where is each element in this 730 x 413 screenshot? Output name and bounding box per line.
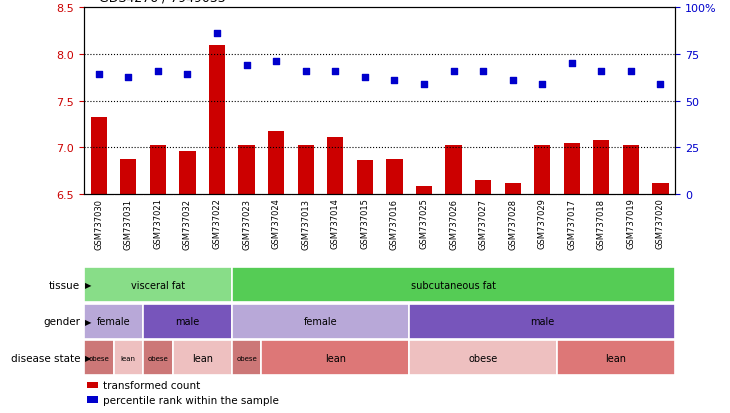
- Point: [359, 75, 371, 81]
- Point: [566, 61, 577, 67]
- Text: ▶: ▶: [85, 280, 92, 290]
- Bar: [386, 159, 402, 195]
- Bar: [239, 146, 255, 195]
- Text: GSM737018: GSM737018: [597, 198, 606, 249]
- Point: [241, 63, 253, 69]
- Text: obese: obese: [147, 355, 168, 361]
- Text: GSM737032: GSM737032: [183, 198, 192, 249]
- Bar: [231, 304, 409, 339]
- Bar: [150, 146, 166, 195]
- Bar: [409, 304, 675, 339]
- Bar: [557, 340, 675, 375]
- Text: GSM737029: GSM737029: [538, 198, 547, 249]
- Text: male: male: [175, 316, 199, 326]
- Text: GSM737022: GSM737022: [212, 198, 221, 249]
- Text: GSM737021: GSM737021: [153, 198, 162, 249]
- Bar: [91, 118, 107, 195]
- Text: transformed count: transformed count: [104, 380, 201, 390]
- Text: GSM737015: GSM737015: [361, 198, 369, 249]
- Bar: [120, 159, 137, 195]
- Bar: [357, 161, 373, 195]
- Point: [537, 81, 548, 88]
- Point: [477, 68, 489, 75]
- Text: GSM737025: GSM737025: [420, 198, 429, 249]
- Bar: [84, 268, 231, 302]
- Bar: [88, 396, 98, 403]
- Text: GSM737016: GSM737016: [390, 198, 399, 249]
- Bar: [298, 146, 314, 195]
- Text: lean: lean: [325, 353, 346, 363]
- Point: [388, 78, 400, 84]
- Text: lean: lean: [120, 355, 136, 361]
- Text: GSM737028: GSM737028: [508, 198, 517, 249]
- Text: GDS4276 / 7949033: GDS4276 / 7949033: [99, 0, 225, 4]
- Text: female: female: [304, 316, 337, 326]
- Point: [182, 72, 193, 78]
- Bar: [114, 340, 143, 375]
- Text: GSM737024: GSM737024: [272, 198, 280, 249]
- Text: obese: obese: [237, 355, 257, 361]
- Text: percentile rank within the sample: percentile rank within the sample: [104, 395, 280, 405]
- Bar: [416, 186, 432, 195]
- Text: obese: obese: [469, 353, 498, 363]
- Text: gender: gender: [43, 316, 80, 326]
- Point: [596, 68, 607, 75]
- Bar: [504, 183, 520, 195]
- Text: lean: lean: [606, 353, 626, 363]
- Point: [93, 72, 104, 78]
- Text: GSM737027: GSM737027: [479, 198, 488, 249]
- Bar: [231, 340, 261, 375]
- Text: GSM737026: GSM737026: [449, 198, 458, 249]
- Bar: [231, 268, 675, 302]
- Bar: [475, 180, 491, 195]
- Point: [655, 81, 666, 88]
- Text: GSM737019: GSM737019: [626, 198, 635, 249]
- Bar: [180, 152, 196, 195]
- Bar: [593, 140, 610, 195]
- Bar: [172, 340, 231, 375]
- Bar: [268, 131, 284, 195]
- Bar: [327, 138, 343, 195]
- Point: [152, 68, 164, 75]
- Bar: [84, 340, 114, 375]
- Text: GSM737023: GSM737023: [242, 198, 251, 249]
- Bar: [564, 143, 580, 195]
- Point: [447, 68, 459, 75]
- Text: GSM737013: GSM737013: [301, 198, 310, 249]
- Point: [625, 68, 637, 75]
- Bar: [143, 304, 231, 339]
- Text: GSM737020: GSM737020: [656, 198, 665, 249]
- Text: GSM737031: GSM737031: [124, 198, 133, 249]
- Point: [507, 78, 518, 84]
- Point: [123, 75, 134, 81]
- Text: visceral fat: visceral fat: [131, 280, 185, 290]
- Text: female: female: [96, 316, 131, 326]
- Text: GSM737030: GSM737030: [94, 198, 103, 249]
- Bar: [409, 340, 557, 375]
- Point: [211, 31, 223, 38]
- Bar: [261, 340, 409, 375]
- Bar: [209, 45, 225, 195]
- Text: obese: obese: [88, 355, 109, 361]
- Text: ▶: ▶: [85, 353, 92, 362]
- Bar: [143, 340, 172, 375]
- Text: GSM737017: GSM737017: [567, 198, 576, 249]
- Text: male: male: [530, 316, 554, 326]
- Bar: [84, 304, 143, 339]
- Text: GSM737014: GSM737014: [331, 198, 339, 249]
- Point: [270, 59, 282, 66]
- Point: [329, 68, 341, 75]
- Text: disease state: disease state: [11, 353, 80, 363]
- Bar: [88, 382, 98, 388]
- Bar: [623, 146, 639, 195]
- Point: [300, 68, 312, 75]
- Point: [418, 81, 430, 88]
- Text: ▶: ▶: [85, 317, 92, 326]
- Text: lean: lean: [192, 353, 212, 363]
- Bar: [534, 146, 550, 195]
- Bar: [445, 146, 461, 195]
- Text: tissue: tissue: [49, 280, 80, 290]
- Text: subcutaneous fat: subcutaneous fat: [411, 280, 496, 290]
- Bar: [653, 183, 669, 195]
